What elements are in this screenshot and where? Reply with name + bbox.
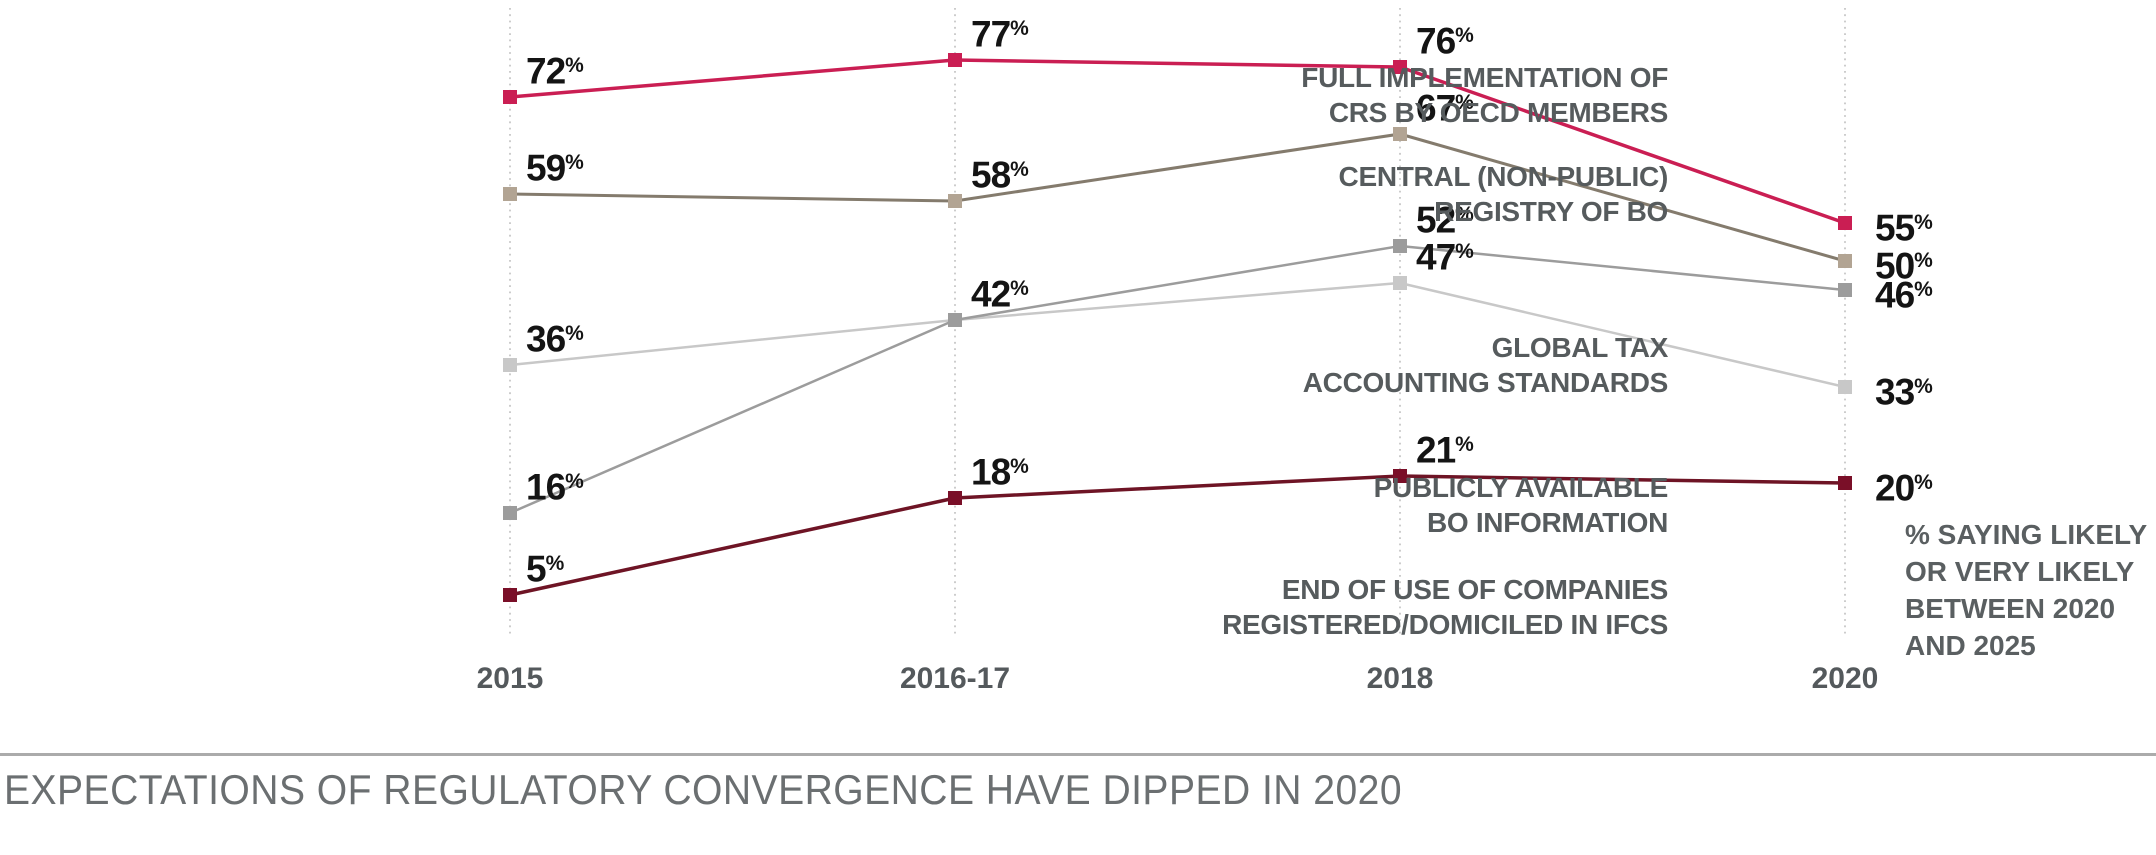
value-label-global-tax-2020: 33% xyxy=(1875,371,1933,413)
footer-divider xyxy=(0,753,2156,756)
marker-central-non-public-2015 xyxy=(503,187,517,201)
value-label-full-implementation-of-2016-17: 77% xyxy=(971,13,1029,55)
value-label-publicly-available-2018: 52% xyxy=(1416,199,1474,241)
x-axis-label-2015: 2015 xyxy=(476,662,544,695)
series-label-line: CRS BY OECD MEMBERS xyxy=(1328,97,1668,128)
series-label-end-of-use-of-companies: END OF USE OF COMPANIES REGISTERED/DOMICI… xyxy=(1222,572,1668,642)
x-axis-label-2020: 2020 xyxy=(1811,662,1879,695)
value-label-global-tax-2016-17: 42% xyxy=(971,273,1029,315)
value-label-end-of-use-of-companies-2015: 5% xyxy=(526,548,565,590)
value-label-central-non-public-2020: 50% xyxy=(1875,245,1933,287)
marker-publicly-available-2016-17 xyxy=(948,313,962,327)
series-label-global-tax: GLOBAL TAX ACCOUNTING STANDARDS xyxy=(1302,330,1669,400)
series-label-line: CENTRAL (NON-PUBLIC) xyxy=(1338,161,1669,192)
value-label-global-tax-2015: 36% xyxy=(526,318,584,360)
chart-title: EXPECTATIONS OF REGULATORY CONVERGENCE H… xyxy=(4,766,1403,813)
series-label-central-non-public: CENTRAL (NON-PUBLIC) REGISTRY OF BO xyxy=(1338,159,1669,229)
value-label-central-non-public-2018: 67% xyxy=(1416,87,1474,129)
marker-end-of-use-of-companies-2020 xyxy=(1838,476,1852,490)
marker-central-non-public-2016-17 xyxy=(948,194,962,208)
x-axis-label-2016-17: 2016-17 xyxy=(899,662,1011,695)
marker-global-tax-2018 xyxy=(1393,276,1407,290)
series-label-line: REGISTERED/DOMICILED IN IFCS xyxy=(1222,609,1668,640)
series-line-end-of-use-of-companies xyxy=(509,474,1846,597)
chart-note-line-2: OR VERY LIKELY xyxy=(1905,556,2135,587)
value-label-end-of-use-of-companies-2018: 21% xyxy=(1416,429,1474,471)
marker-end-of-use-of-companies-2016-17 xyxy=(948,491,962,505)
marker-global-tax-2015 xyxy=(503,358,517,372)
marker-full-implementation-of-2018 xyxy=(1393,60,1407,74)
x-axis-label-2018: 2018 xyxy=(1366,662,1434,695)
series-label-line: REGISTRY OF BO xyxy=(1434,196,1668,227)
series-line-full-implementation-of xyxy=(509,58,1846,225)
chart-note-line-1: % SAYING LIKELY xyxy=(1905,519,2148,550)
marker-global-tax-2020 xyxy=(1838,380,1852,394)
value-label-full-implementation-of-2015: 72% xyxy=(526,50,584,92)
value-label-full-implementation-of-2020: 55% xyxy=(1875,207,1933,249)
series-label-line: PUBLICLY AVAILABLE xyxy=(1373,472,1669,503)
series-label-line: ACCOUNTING STANDARDS xyxy=(1302,367,1669,398)
series-label-full-implementation-of: FULL IMPLEMENTATION OF CRS BY OECD MEMBER… xyxy=(1301,60,1668,130)
value-label-publicly-available-2020: 46% xyxy=(1875,274,1933,316)
marker-end-of-use-of-companies-2018 xyxy=(1393,469,1407,483)
marker-central-non-public-2020 xyxy=(1838,254,1852,268)
value-label-central-non-public-2015: 59% xyxy=(526,147,584,189)
series-label-line: FULL IMPLEMENTATION OF xyxy=(1301,62,1668,93)
series-line-central-non-public xyxy=(509,132,1846,263)
series-label-publicly-available: PUBLICLY AVAILABLE BO INFORMATION xyxy=(1373,470,1669,540)
marker-end-of-use-of-companies-2015 xyxy=(503,588,517,602)
series-label-line: BO INFORMATION xyxy=(1426,507,1668,538)
marker-central-non-public-2018 xyxy=(1393,127,1407,141)
value-label-end-of-use-of-companies-2016-17: 18% xyxy=(971,451,1029,493)
value-label-end-of-use-of-companies-2020: 20% xyxy=(1875,467,1933,509)
value-label-global-tax-2018: 47% xyxy=(1416,236,1474,278)
marker-publicly-available-2018 xyxy=(1393,239,1407,253)
marker-full-implementation-of-2020 xyxy=(1838,216,1852,230)
chart-note-line-4: AND 2025 xyxy=(1905,630,2036,661)
value-label-central-non-public-2016-17: 58% xyxy=(971,154,1029,196)
series-label-line: END OF USE OF COMPANIES xyxy=(1281,574,1668,605)
series-label-line: GLOBAL TAX xyxy=(1491,332,1669,363)
value-label-full-implementation-of-2018: 76% xyxy=(1416,20,1474,62)
marker-full-implementation-of-2016-17 xyxy=(948,53,962,67)
marker-publicly-available-2015 xyxy=(503,506,517,520)
marker-publicly-available-2020 xyxy=(1838,283,1852,297)
value-label-publicly-available-2015: 16% xyxy=(526,466,584,508)
marker-full-implementation-of-2015 xyxy=(503,90,517,104)
chart-note-line-3: BETWEEN 2020 xyxy=(1905,593,2116,624)
series-line-publicly-available xyxy=(509,244,1846,515)
series-line-global-tax xyxy=(509,281,1846,389)
